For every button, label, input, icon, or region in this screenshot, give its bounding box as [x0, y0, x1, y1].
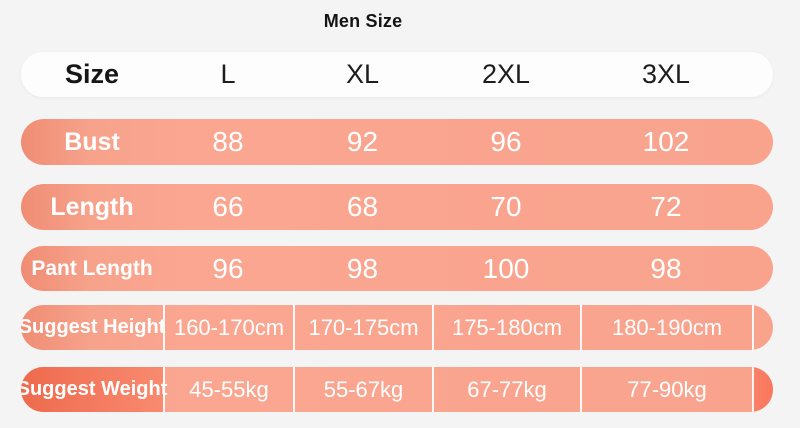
- row-value: 98: [650, 252, 682, 284]
- size-table-header-row: Size L XL 2XL 3XL: [21, 52, 773, 97]
- row-end-cap: [752, 305, 773, 350]
- header-col-l: L: [220, 59, 236, 89]
- row-value: 96: [490, 126, 522, 157]
- row-value: 102: [642, 126, 690, 157]
- row-value: 170-175cm: [293, 305, 432, 350]
- row-value: 160-170cm: [163, 305, 293, 350]
- table-row: Pant Length 96 98 100 98: [21, 246, 773, 291]
- header-col-2xl: 2XL: [481, 59, 531, 89]
- table-row: Bust 88 92 96 102: [21, 119, 773, 165]
- row-value: 67-77kg: [432, 367, 580, 412]
- row-value: 100: [482, 252, 530, 284]
- row-value: 72: [650, 191, 682, 222]
- header-end-cap: [752, 52, 773, 97]
- row-value: 96: [212, 252, 244, 284]
- row-value: 92: [346, 126, 379, 157]
- header-size-label: Size: [64, 59, 120, 89]
- row-value: 70: [490, 191, 522, 222]
- table-row: Suggest Height 160-170cm 170-175cm 175-180c…: [21, 305, 773, 350]
- row-value: 68: [346, 191, 379, 222]
- row-label: Suggest Height: [21, 316, 166, 338]
- row-value: 77-90kg: [580, 367, 752, 412]
- row-value: 55-67kg: [293, 367, 432, 412]
- row-value: 45-55kg: [163, 367, 293, 412]
- row-label: Pant Length: [31, 256, 153, 280]
- row-label: Bust: [64, 127, 120, 156]
- row-label: Suggest Weight: [21, 367, 167, 412]
- table-row: Suggest Weight 45-55kg 55-67kg 67-77kg 77-90…: [21, 367, 773, 412]
- header-col-xl: XL: [345, 59, 380, 89]
- chart-title: Men Size: [323, 11, 403, 31]
- row-value: 175-180cm: [432, 305, 580, 350]
- row-end-cap: [752, 184, 773, 230]
- row-value: 88: [212, 126, 244, 157]
- row-value: 98: [346, 252, 379, 284]
- table-row: Length 66 68 70 72: [21, 184, 773, 230]
- row-end-cap: [752, 246, 773, 291]
- row-label: Length: [50, 192, 134, 221]
- row-value: 180-190cm: [580, 305, 752, 350]
- row-end-cap: [752, 367, 773, 412]
- row-value: 66: [212, 191, 244, 222]
- header-col-3xl: 3XL: [641, 59, 691, 89]
- row-end-cap: [752, 119, 773, 165]
